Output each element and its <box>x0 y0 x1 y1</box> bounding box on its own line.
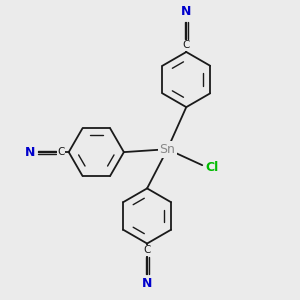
Text: Cl: Cl <box>205 161 218 174</box>
Text: Sn: Sn <box>160 143 176 156</box>
Text: N: N <box>24 146 35 159</box>
Text: C: C <box>143 245 151 255</box>
Text: C: C <box>57 147 64 157</box>
Text: N: N <box>142 278 152 290</box>
Text: N: N <box>181 5 191 18</box>
Text: C: C <box>183 40 190 50</box>
